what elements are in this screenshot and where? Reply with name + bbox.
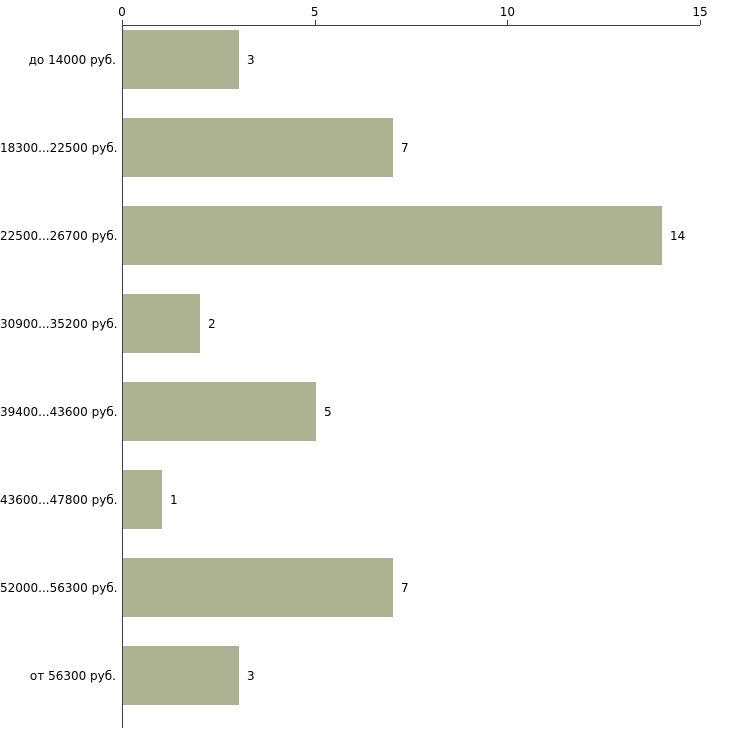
category-label: до 14000 руб.: [28, 52, 116, 67]
category-label: 52000...56300 руб.: [0, 580, 118, 595]
x-axis-tick: [507, 20, 509, 25]
bar: [123, 558, 393, 617]
x-axis-line: [122, 25, 700, 26]
x-axis-tick: [700, 20, 701, 25]
x-axis-tick-label: 10: [499, 5, 515, 19]
category-label: 18300...22500 руб.: [0, 140, 118, 155]
bar: [123, 646, 239, 705]
bar: [123, 118, 393, 177]
bar: [123, 206, 662, 265]
x-axis-tick-label: 0: [118, 5, 126, 19]
bar-value-label: 7: [401, 140, 409, 155]
bar: [123, 294, 200, 353]
category-label: 43600...47800 руб.: [0, 492, 118, 507]
bar-value-label: 3: [247, 668, 255, 683]
bar: [123, 382, 316, 441]
category-label: 39400...43600 руб.: [0, 404, 118, 419]
bar-value-label: 14: [670, 228, 686, 243]
bar: [123, 30, 239, 89]
category-label: 30900...35200 руб.: [0, 316, 118, 331]
x-axis-tick: [122, 20, 123, 25]
bar-value-label: 3: [247, 52, 255, 67]
bar-value-label: 7: [401, 580, 409, 595]
bar-value-label: 1: [170, 492, 178, 507]
y-axis-line: [122, 25, 123, 728]
bar-value-label: 5: [324, 404, 332, 419]
x-axis-tick: [314, 20, 316, 25]
x-axis-tick-label: 5: [310, 5, 319, 19]
bar-value-label: 2: [208, 316, 216, 331]
bar: [123, 470, 162, 529]
category-label: от 56300 руб.: [29, 668, 116, 683]
x-axis-tick-label: 15: [692, 5, 708, 19]
category-label: 22500...26700 руб.: [0, 228, 118, 243]
